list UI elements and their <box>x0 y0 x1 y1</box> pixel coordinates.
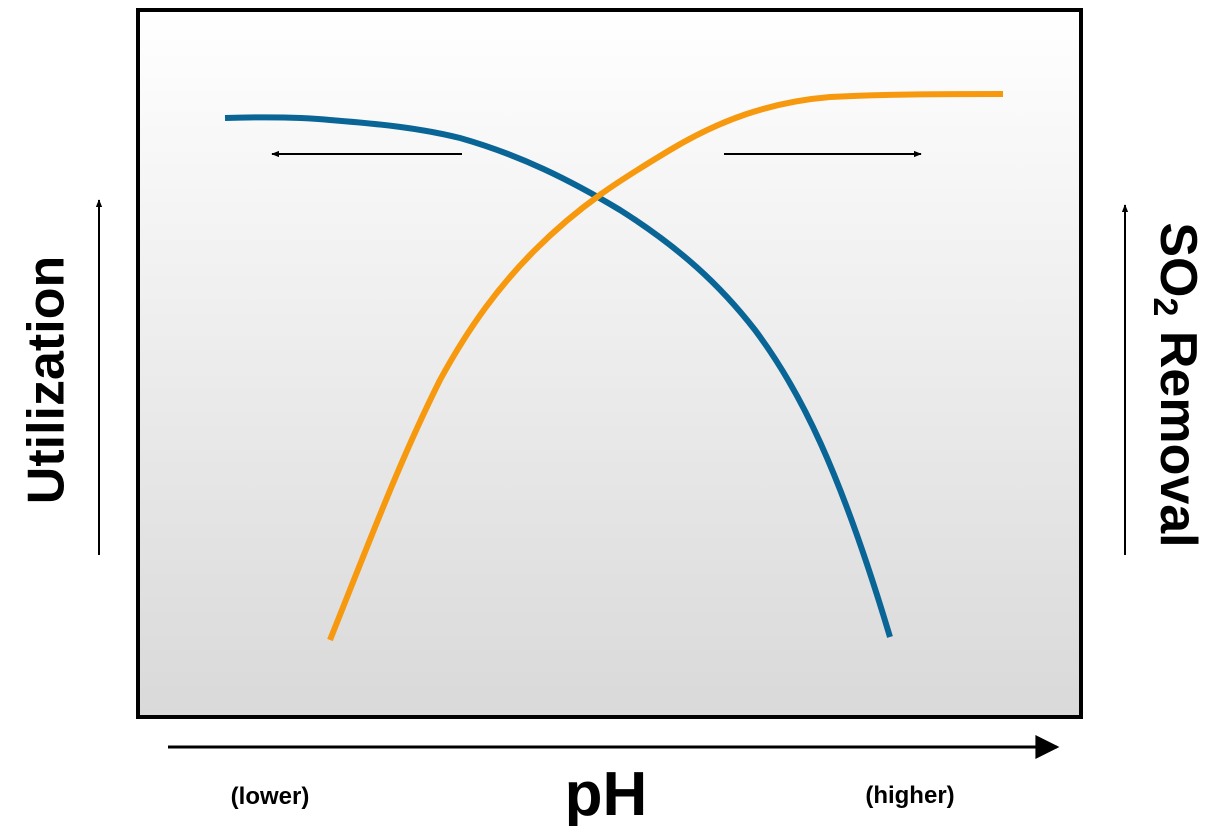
left-axis-label: Utilization <box>18 256 76 504</box>
bottom-high-label: (higher) <box>865 782 954 809</box>
so2-removal-curve <box>327 91 1004 642</box>
right-axis-label: SO2 Removal <box>1146 222 1207 547</box>
plot-frame <box>136 8 1083 719</box>
bottom-axis-label: pH <box>565 760 648 826</box>
right-label-rest: Removal <box>1149 316 1207 547</box>
right-label-main: SO <box>1149 222 1207 297</box>
bottom-low-label: (lower) <box>231 783 310 810</box>
right-label-subscript: 2 <box>1146 298 1184 317</box>
